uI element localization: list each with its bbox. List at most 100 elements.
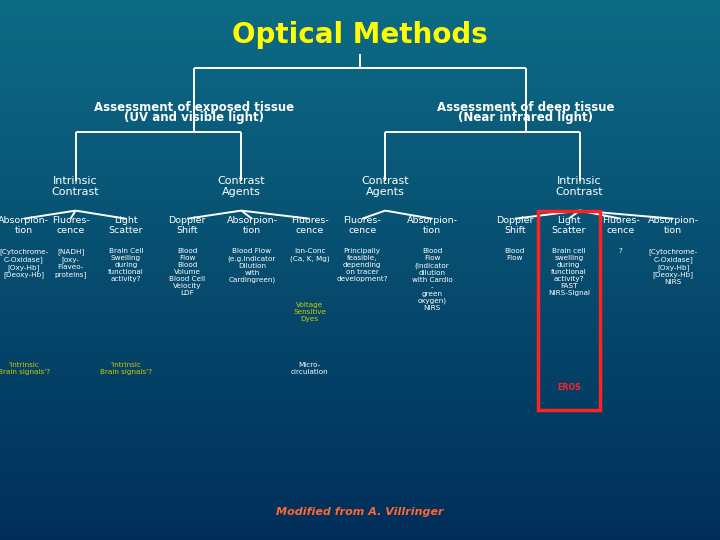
Bar bbox=[0, 300, 720, 302]
Bar bbox=[0, 97, 720, 100]
Bar bbox=[0, 235, 720, 238]
Bar bbox=[0, 464, 720, 467]
Bar bbox=[0, 278, 720, 281]
Bar bbox=[0, 132, 720, 135]
Bar bbox=[0, 281, 720, 284]
Bar bbox=[0, 165, 720, 167]
Bar bbox=[0, 513, 720, 516]
Bar bbox=[0, 427, 720, 429]
Bar bbox=[0, 364, 720, 367]
Bar bbox=[0, 535, 720, 537]
Text: Fluores-
cence: Fluores- cence bbox=[602, 216, 639, 235]
Bar bbox=[0, 526, 720, 529]
Text: Assessment of deep tissue: Assessment of deep tissue bbox=[437, 102, 614, 114]
Text: Ion-Conc
(Ca, K, Mg): Ion-Conc (Ca, K, Mg) bbox=[289, 248, 330, 262]
Bar bbox=[0, 32, 720, 35]
Bar bbox=[0, 89, 720, 92]
Bar bbox=[0, 429, 720, 432]
Text: (Near infrared light): (Near infrared light) bbox=[458, 111, 593, 124]
Bar bbox=[0, 186, 720, 189]
Bar bbox=[0, 94, 720, 97]
Bar bbox=[0, 356, 720, 359]
Bar bbox=[0, 327, 720, 329]
Bar bbox=[0, 140, 720, 143]
Bar bbox=[0, 27, 720, 30]
Bar bbox=[0, 262, 720, 265]
Bar bbox=[0, 108, 720, 111]
Bar bbox=[0, 324, 720, 327]
Bar bbox=[0, 167, 720, 170]
Bar bbox=[0, 321, 720, 324]
Bar bbox=[0, 435, 720, 437]
Bar bbox=[0, 51, 720, 54]
Text: Blood
Flow
Blood
Volume
Blood Cell
Velocity
LDF: Blood Flow Blood Volume Blood Cell Veloc… bbox=[169, 248, 205, 296]
Bar bbox=[0, 343, 720, 346]
Bar bbox=[0, 0, 720, 3]
Bar bbox=[0, 472, 720, 475]
Bar bbox=[0, 462, 720, 464]
Text: Absorpion-
tion: Absorpion- tion bbox=[227, 216, 277, 235]
Bar bbox=[0, 297, 720, 300]
Bar bbox=[0, 410, 720, 413]
Bar bbox=[0, 397, 720, 400]
Bar bbox=[0, 230, 720, 232]
Bar bbox=[0, 248, 720, 251]
Bar bbox=[0, 181, 720, 184]
Bar bbox=[0, 40, 720, 43]
Bar bbox=[0, 68, 720, 70]
Bar bbox=[0, 211, 720, 213]
Bar bbox=[0, 178, 720, 181]
Bar bbox=[0, 124, 720, 127]
Bar bbox=[0, 508, 720, 510]
Bar bbox=[0, 529, 720, 532]
Text: ?: ? bbox=[618, 248, 623, 254]
Bar bbox=[0, 194, 720, 197]
Bar bbox=[0, 232, 720, 235]
Bar bbox=[0, 518, 720, 521]
Text: Voltage
Sensitive
Dyes: Voltage Sensitive Dyes bbox=[293, 302, 326, 322]
Bar bbox=[0, 221, 720, 224]
Bar bbox=[0, 273, 720, 275]
Bar bbox=[0, 302, 720, 305]
Bar bbox=[0, 200, 720, 202]
Bar bbox=[0, 481, 720, 483]
Text: Brain Cell
Swelling
during
functional
activity?: Brain Cell Swelling during functional ac… bbox=[108, 248, 144, 282]
Bar bbox=[0, 208, 720, 211]
Bar bbox=[0, 286, 720, 289]
Bar bbox=[0, 38, 720, 40]
Bar bbox=[0, 443, 720, 445]
Bar bbox=[0, 478, 720, 481]
Text: Light
Scatter: Light Scatter bbox=[109, 216, 143, 235]
Bar bbox=[0, 254, 720, 256]
Bar bbox=[0, 143, 720, 146]
Bar bbox=[0, 362, 720, 364]
Bar bbox=[0, 59, 720, 62]
Bar bbox=[0, 14, 720, 16]
Bar bbox=[0, 57, 720, 59]
Bar bbox=[0, 521, 720, 524]
Text: (UV and visible light): (UV and visible light) bbox=[125, 111, 264, 124]
Bar bbox=[0, 432, 720, 435]
Bar bbox=[0, 202, 720, 205]
Bar bbox=[0, 383, 720, 386]
Bar bbox=[0, 16, 720, 19]
Bar bbox=[0, 251, 720, 254]
Bar bbox=[0, 497, 720, 500]
Bar bbox=[0, 335, 720, 338]
Bar bbox=[0, 192, 720, 194]
Bar bbox=[0, 494, 720, 497]
Bar bbox=[0, 81, 720, 84]
Bar bbox=[0, 316, 720, 319]
Text: [Cytochrome-
C-Oxidase]
[Oxy-Hb]
[Deoxy-Hb]: [Cytochrome- C-Oxidase] [Oxy-Hb] [Deoxy-… bbox=[0, 248, 48, 279]
Bar bbox=[0, 62, 720, 65]
Bar bbox=[0, 270, 720, 273]
Bar bbox=[0, 19, 720, 22]
Text: Principally
feasible,
depending
on tracer
development?: Principally feasible, depending on trace… bbox=[336, 248, 388, 282]
Bar bbox=[0, 35, 720, 38]
Bar bbox=[0, 173, 720, 176]
Bar bbox=[0, 491, 720, 494]
Bar bbox=[0, 116, 720, 119]
Bar bbox=[0, 227, 720, 229]
Bar bbox=[0, 138, 720, 140]
Bar bbox=[0, 159, 720, 162]
